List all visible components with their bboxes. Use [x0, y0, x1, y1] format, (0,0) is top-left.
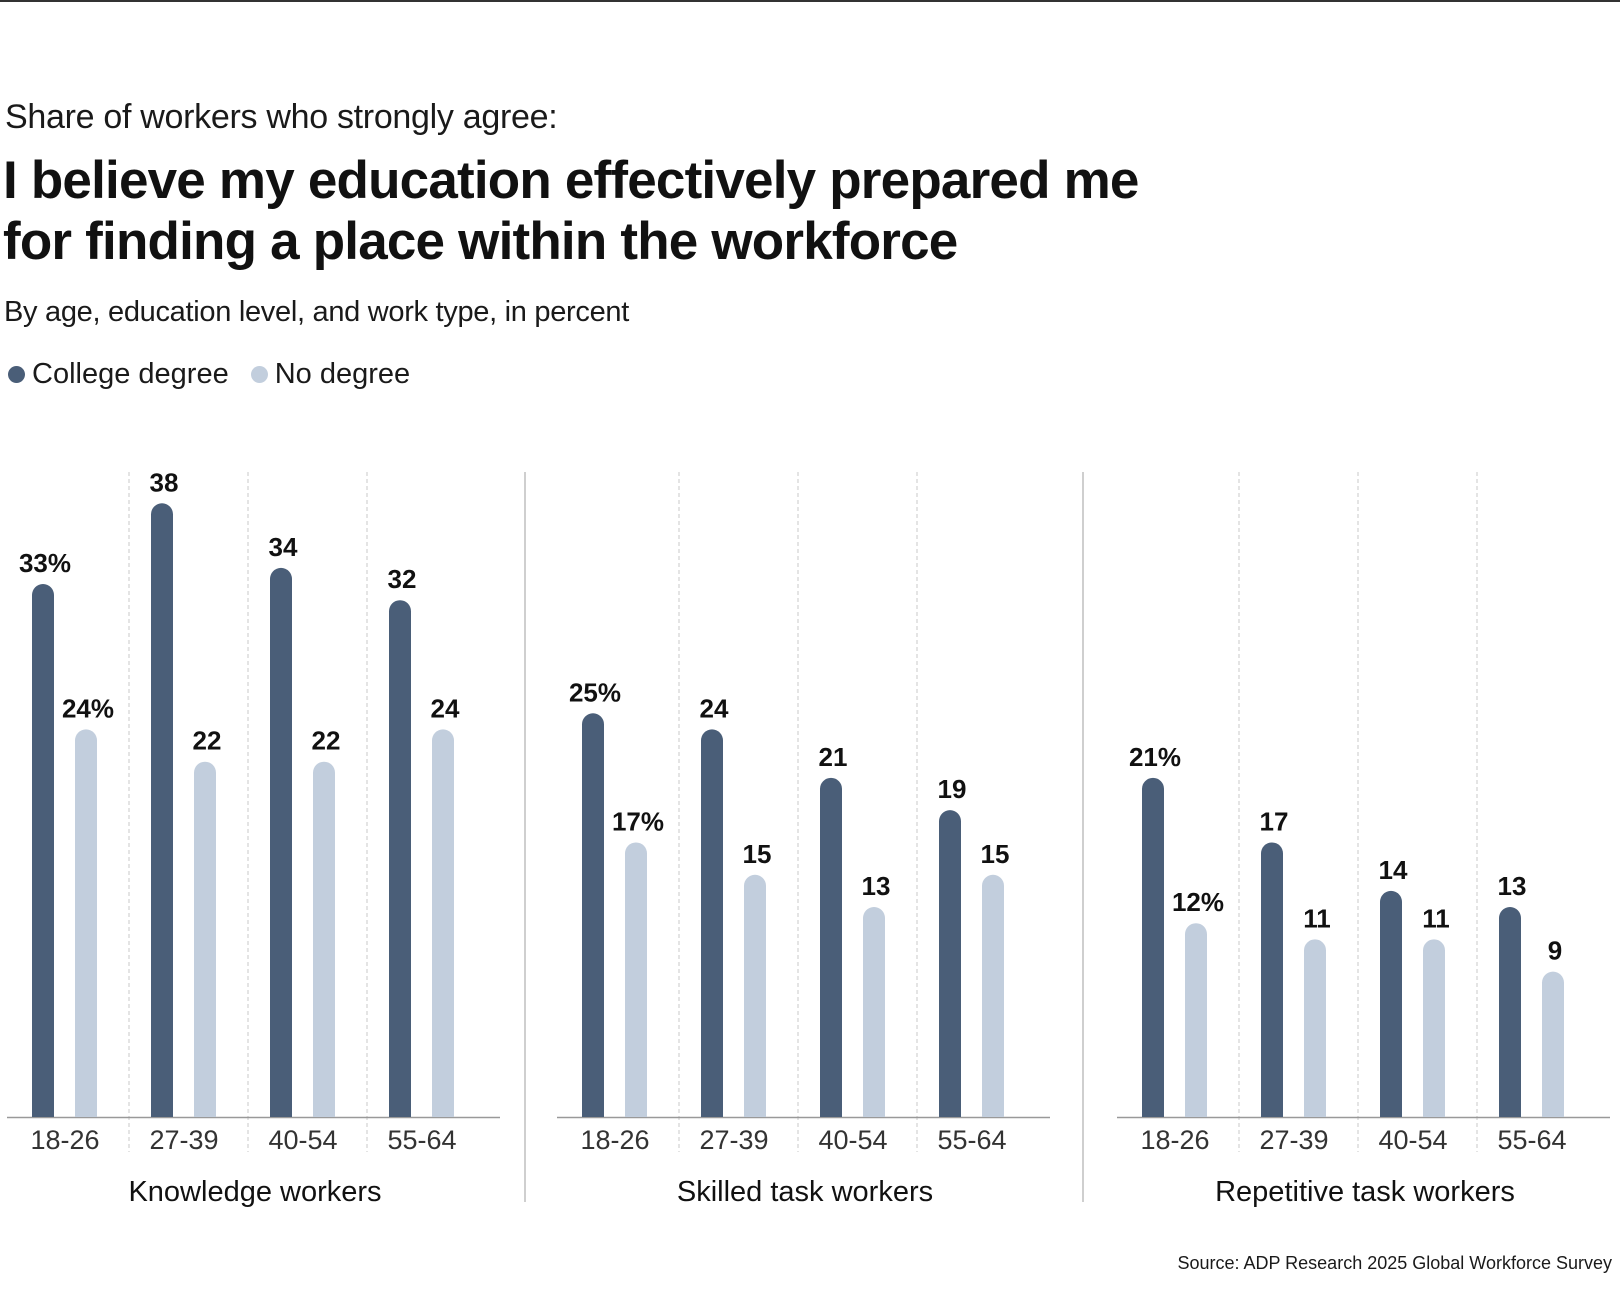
value-label-no-degree: 15 [743, 839, 772, 869]
bar-college [939, 810, 961, 1117]
chart-legend: College degree No degree [8, 358, 432, 391]
value-label-no-degree: 13 [862, 871, 891, 901]
top-rule [0, 0, 1620, 2]
x-tick-label: 18-26 [1140, 1125, 1209, 1155]
bar-no-degree [744, 874, 766, 1117]
chart-kicker: Share of workers who strongly agree: [5, 98, 558, 136]
x-tick-label: 40-54 [818, 1125, 887, 1155]
value-label-no-degree: 12% [1172, 887, 1224, 917]
group-label: Skilled task workers [677, 1176, 933, 1208]
bar-college [151, 503, 173, 1117]
value-label-no-degree: 24% [62, 693, 114, 723]
bar-college [701, 729, 723, 1117]
x-tick-label: 27-39 [1259, 1125, 1328, 1155]
bar-no-degree [1542, 971, 1564, 1117]
bar-no-degree [1304, 939, 1326, 1117]
x-tick-label: 40-54 [268, 1125, 337, 1155]
x-tick-label: 55-64 [937, 1125, 1006, 1155]
value-label-college: 24 [700, 693, 729, 723]
bar-no-degree [75, 729, 97, 1117]
value-label-college: 17 [1260, 806, 1289, 836]
bar-college [1499, 907, 1521, 1117]
x-tick-label: 55-64 [387, 1125, 456, 1155]
bar-no-degree [625, 842, 647, 1117]
value-label-college: 33% [19, 548, 71, 578]
bar-college [1380, 890, 1402, 1117]
legend-item-no-degree: No degree [250, 358, 411, 391]
bar-college [32, 584, 54, 1117]
value-label-college: 25% [569, 677, 621, 707]
legend-dot-no-degree [250, 366, 268, 383]
x-tick-label: 55-64 [1497, 1125, 1566, 1155]
bar-no-degree [1423, 939, 1445, 1117]
bar-no-degree [863, 907, 885, 1117]
value-label-college: 13 [1498, 871, 1527, 901]
x-tick-label: 27-39 [699, 1125, 768, 1155]
bar-college [1142, 777, 1164, 1117]
value-label-no-degree: 11 [1422, 903, 1450, 933]
bar-college [582, 713, 604, 1117]
bar-no-degree [982, 874, 1004, 1117]
legend-dot-college [8, 366, 25, 383]
value-label-no-degree: 24 [431, 693, 460, 723]
value-label-no-degree: 15 [981, 839, 1010, 869]
value-label-no-degree: 9 [1548, 936, 1562, 966]
value-label-college: 21 [819, 742, 848, 772]
legend-label-college: College degree [32, 358, 229, 390]
bar-college [820, 777, 842, 1117]
value-label-college: 32 [388, 564, 417, 594]
value-label-college: 19 [938, 774, 967, 804]
chart-subtitle: By age, education level, and work type, … [4, 296, 629, 328]
group-label: Repetitive task workers [1215, 1176, 1515, 1208]
bar-college [270, 567, 292, 1117]
bar-no-degree [313, 761, 335, 1117]
value-label-college: 38 [150, 467, 179, 497]
bar-no-degree [1185, 923, 1207, 1117]
bar-college [1261, 842, 1283, 1117]
x-tick-label: 27-39 [149, 1125, 218, 1155]
x-tick-label: 18-26 [30, 1125, 99, 1155]
bar-college [389, 600, 411, 1117]
legend-label-no-degree: No degree [274, 358, 411, 390]
value-label-no-degree: 11 [1303, 903, 1331, 933]
value-label-college: 21% [1129, 742, 1181, 772]
value-label-college: 14 [1379, 855, 1408, 885]
bar-no-degree [432, 729, 454, 1117]
x-tick-label: 40-54 [1378, 1125, 1447, 1155]
group-label: Knowledge workers [128, 1176, 381, 1208]
legend-item-college: College degree [8, 358, 229, 391]
x-tick-label: 18-26 [580, 1125, 649, 1155]
bar-no-degree [194, 761, 216, 1117]
value-label-college: 34 [269, 532, 298, 562]
value-label-no-degree: 22 [312, 726, 341, 756]
chart-title: I believe my education effectively prepa… [3, 151, 1139, 271]
source-note: Source: ADP Research 2025 Global Workfor… [1177, 1253, 1612, 1273]
value-label-no-degree: 22 [193, 726, 222, 756]
value-label-no-degree: 17% [612, 806, 664, 836]
bar-chart: 33%24%18-26382227-39342240-54322455-64Kn… [7, 467, 1610, 1208]
